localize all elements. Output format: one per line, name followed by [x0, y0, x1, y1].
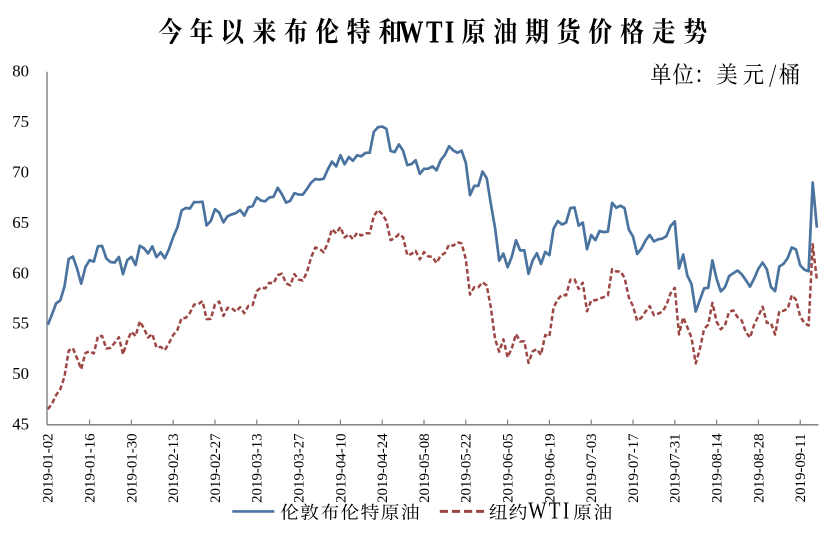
svg-text:2019-08-14: 2019-08-14: [710, 433, 726, 503]
svg-text:80: 80: [12, 62, 29, 81]
svg-text:75: 75: [12, 112, 29, 131]
svg-text:55: 55: [12, 314, 29, 333]
svg-text:2019-01-16: 2019-01-16: [83, 433, 99, 502]
svg-text:WTI: WTI: [528, 498, 571, 525]
svg-text:60: 60: [12, 263, 29, 282]
svg-text:2019-06-19: 2019-06-19: [542, 433, 558, 502]
svg-text:2019-01-02: 2019-01-02: [41, 433, 57, 502]
svg-text:2019-07-03: 2019-07-03: [584, 433, 600, 502]
svg-text:2019-06-05: 2019-06-05: [501, 433, 517, 502]
svg-text:WTI: WTI: [399, 16, 457, 51]
svg-text:70: 70: [12, 163, 29, 182]
svg-text:2019-04-10: 2019-04-10: [333, 433, 349, 502]
svg-text:2019-02-27: 2019-02-27: [208, 433, 224, 503]
svg-text:65: 65: [12, 213, 29, 232]
svg-text:2019-02-13: 2019-02-13: [166, 433, 182, 502]
svg-text:2019-04-24: 2019-04-24: [375, 433, 391, 503]
svg-text:45: 45: [12, 415, 29, 434]
svg-text:2019-09-11: 2019-09-11: [793, 433, 809, 502]
svg-text:2019-05-22: 2019-05-22: [459, 433, 475, 502]
svg-text:2019-07-17: 2019-07-17: [626, 433, 642, 503]
svg-text:2019-08-28: 2019-08-28: [751, 433, 767, 502]
svg-text:50: 50: [12, 364, 29, 383]
svg-text:2019-05-08: 2019-05-08: [417, 433, 433, 502]
svg-text:2019-07-31: 2019-07-31: [668, 433, 684, 502]
svg-text:2019-03-27: 2019-03-27: [292, 433, 308, 503]
svg-text:2019-03-13: 2019-03-13: [250, 433, 266, 502]
svg-text:2019-01-30: 2019-01-30: [124, 433, 140, 502]
